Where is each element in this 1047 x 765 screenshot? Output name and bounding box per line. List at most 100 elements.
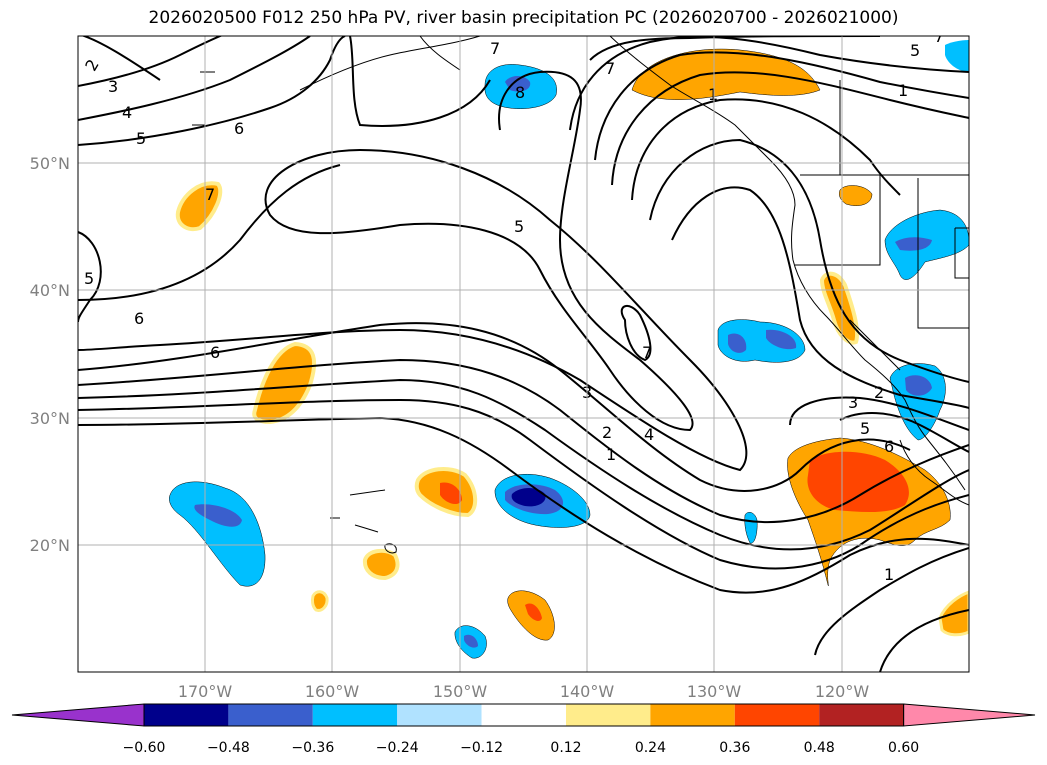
coastline <box>419 36 461 71</box>
coastline-island <box>349 489 386 496</box>
contour-label: 7 <box>605 59 615 78</box>
shade-neg-e3-core <box>895 237 932 251</box>
contour-label: 1 <box>884 565 894 584</box>
colorbar-outline <box>143 703 905 727</box>
gridlines <box>78 36 969 672</box>
colorbar-tick-label: −0.36 <box>291 740 334 756</box>
precip-shading <box>169 40 969 659</box>
contour-label: 5 <box>860 419 870 438</box>
lon-label-160: 160°W <box>305 682 360 701</box>
colorbar-tick-label: 0.12 <box>550 740 581 756</box>
contour-label: 1 <box>606 445 616 464</box>
colorbar-tick-label: −0.24 <box>376 740 419 756</box>
lat-label-50: 50°N <box>30 154 70 173</box>
coastline <box>609 36 966 491</box>
contour-label: 7 <box>490 39 500 58</box>
pv-contour-line <box>78 358 969 524</box>
map-title: 2026020500 F012 250 hPa PV, river basin … <box>148 8 899 28</box>
shade-pos-c4 <box>310 590 329 612</box>
border-state <box>849 319 901 371</box>
colorbar-extend-low <box>11 703 145 727</box>
contour-label: 2 <box>602 423 612 442</box>
pv-contour-line <box>78 164 341 301</box>
shade-neg-e5-core <box>905 375 932 396</box>
contour-label: 4 <box>644 425 654 444</box>
coastlines <box>192 36 969 554</box>
colorbar-segment <box>734 704 820 726</box>
colorbar-tick-label: −0.60 <box>123 740 166 756</box>
contour-label: 4 <box>122 103 132 122</box>
pv-contour-line <box>78 416 969 594</box>
shade-neg-ne <box>945 40 969 72</box>
contour-label: 5 <box>910 41 920 60</box>
lon-label-150: 150°W <box>433 682 488 701</box>
pv-contour-line <box>620 305 652 362</box>
colorbar-segment <box>312 704 398 726</box>
contour-label: 2 <box>874 383 884 402</box>
pv-contour-line <box>631 98 901 201</box>
shade-neg-w3 <box>169 481 266 587</box>
pv-contour-line <box>879 609 969 672</box>
border-state <box>954 228 969 279</box>
pv-contour-line <box>814 547 969 656</box>
lon-label-120: 120°W <box>815 682 870 701</box>
colorbar: −0.60 −0.48 −0.36 −0.24 −0.12 0.12 0.24 … <box>11 703 1036 756</box>
colorbar-segment <box>481 704 566 726</box>
lon-label-170: 170°W <box>178 682 233 701</box>
contour-label: 7 <box>934 27 944 46</box>
colorbar-extend-high <box>903 703 1036 727</box>
shade-pos-e6-core <box>807 451 909 513</box>
contour-label: 5 <box>514 217 524 236</box>
map-frame <box>77 35 970 673</box>
border-state <box>795 175 881 266</box>
contour-label: 3 <box>108 77 118 96</box>
shade-neg-e1-core <box>728 333 747 353</box>
pv-contour-line <box>671 186 969 409</box>
colorbar-tick-label: 0.48 <box>804 740 835 756</box>
lat-label-40: 40°N <box>30 281 70 300</box>
shade-pos-c5-core <box>525 603 542 621</box>
shade-neg-e5 <box>889 363 946 441</box>
lon-label-140: 140°W <box>560 682 615 701</box>
pv-contour-line <box>611 71 969 186</box>
coastline <box>899 439 969 506</box>
coastline <box>299 36 481 91</box>
shade-neg-npac-core <box>505 76 531 92</box>
shade-neg-e1-core2 <box>766 329 797 350</box>
lat-label-30: 30°N <box>30 409 70 428</box>
pv-contour-line <box>789 396 969 431</box>
colorbar-segment <box>397 704 482 726</box>
border-state <box>917 265 969 329</box>
contour-label: 6 <box>234 119 244 138</box>
shade-pos-e2 <box>819 271 859 345</box>
colorbar-tick-label: 0.24 <box>635 740 666 756</box>
pv-contour-line <box>78 70 748 472</box>
pv-contour-line <box>78 36 223 87</box>
contour-label: 6 <box>210 343 220 362</box>
shade-pos-w1 <box>175 181 223 232</box>
coastline-island <box>354 524 379 533</box>
colorbar-tick-label: 0.36 <box>719 740 750 756</box>
shade-pos-c1-core <box>440 482 462 505</box>
contour-label: 1 <box>898 81 908 100</box>
colorbar-tick-label: 0.60 <box>888 740 919 756</box>
shade-neg-c2-core <box>511 488 546 507</box>
shade-pos-c3 <box>362 548 400 581</box>
shade-neg-w3-core <box>194 504 242 527</box>
lat-label-20: 20°N <box>30 536 70 555</box>
contour-label: 7 <box>205 185 215 204</box>
contour-label: 7 <box>642 343 652 362</box>
contour-label: 6 <box>134 309 144 328</box>
shade-pos-nw-coast <box>631 48 821 100</box>
pv-contour-line <box>78 36 346 146</box>
pv-contour-line <box>594 51 969 161</box>
lon-label-130: 130°W <box>687 682 742 701</box>
colorbar-tick-label: −0.12 <box>460 740 503 756</box>
pv-contour-line <box>569 36 969 131</box>
shade-neg-c6-core <box>464 634 478 648</box>
contour-label: 5 <box>136 129 146 148</box>
colorbar-segment <box>819 704 904 726</box>
contour-label: 6 <box>884 437 894 456</box>
pv-contour-line <box>78 378 969 551</box>
